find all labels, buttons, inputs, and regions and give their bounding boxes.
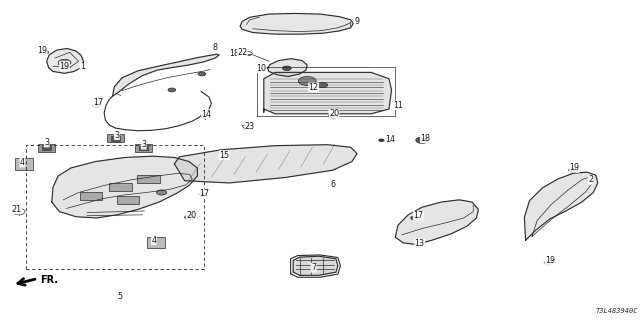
Bar: [38, 144, 55, 152]
Text: 5: 5: [117, 292, 122, 301]
Text: 18: 18: [229, 49, 239, 58]
Circle shape: [198, 193, 206, 196]
Polygon shape: [293, 256, 338, 275]
Text: 19: 19: [37, 45, 47, 55]
Circle shape: [317, 83, 328, 88]
Polygon shape: [113, 54, 219, 96]
Circle shape: [379, 139, 384, 141]
Circle shape: [157, 190, 167, 195]
Text: 17: 17: [413, 211, 424, 220]
Bar: [147, 237, 165, 248]
Text: 1: 1: [80, 62, 85, 71]
Text: 14: 14: [202, 110, 211, 119]
Bar: [136, 144, 152, 152]
Bar: [42, 146, 51, 150]
Text: 2: 2: [588, 175, 593, 184]
Text: 17: 17: [93, 98, 103, 107]
Text: 11: 11: [393, 101, 403, 110]
Bar: [138, 175, 160, 183]
Text: 20: 20: [329, 109, 339, 118]
Text: 3: 3: [115, 131, 120, 140]
Polygon shape: [268, 59, 307, 76]
Text: 3: 3: [141, 140, 147, 149]
Text: 18: 18: [420, 134, 430, 143]
Circle shape: [198, 72, 205, 76]
Text: FR.: FR.: [40, 276, 58, 285]
Text: 13: 13: [415, 239, 424, 248]
Text: 4: 4: [152, 236, 156, 245]
Circle shape: [411, 216, 419, 220]
Polygon shape: [52, 156, 197, 218]
Bar: [109, 183, 132, 191]
Text: 22: 22: [237, 48, 247, 57]
Text: 19: 19: [60, 61, 70, 70]
Polygon shape: [264, 72, 392, 114]
Text: T3L483940C: T3L483940C: [596, 308, 638, 314]
Circle shape: [568, 168, 577, 172]
Text: 4: 4: [20, 158, 25, 167]
Circle shape: [184, 215, 195, 220]
Text: 20: 20: [186, 211, 196, 220]
Circle shape: [93, 103, 100, 107]
Circle shape: [298, 76, 316, 85]
Bar: [111, 136, 120, 140]
Bar: [80, 192, 102, 199]
Text: 23: 23: [244, 122, 255, 131]
Text: 6: 6: [330, 180, 335, 189]
Text: 14: 14: [385, 135, 396, 144]
Bar: [117, 196, 140, 204]
Circle shape: [40, 50, 49, 54]
Text: 21: 21: [12, 205, 22, 214]
Bar: [15, 158, 33, 170]
Bar: [108, 134, 124, 142]
Circle shape: [61, 65, 70, 70]
Text: 9: 9: [355, 17, 360, 26]
Polygon shape: [174, 145, 357, 183]
Text: 15: 15: [219, 151, 229, 160]
Polygon shape: [396, 200, 478, 244]
Polygon shape: [240, 13, 353, 34]
Polygon shape: [47, 49, 84, 73]
Bar: [140, 146, 148, 150]
Text: 19: 19: [545, 256, 555, 265]
Text: 10: 10: [256, 64, 266, 73]
Text: 8: 8: [212, 43, 218, 52]
Circle shape: [282, 66, 291, 70]
Circle shape: [58, 59, 71, 66]
Circle shape: [168, 88, 175, 92]
Text: 17: 17: [198, 189, 209, 198]
Polygon shape: [524, 172, 598, 240]
Circle shape: [328, 114, 337, 118]
Text: 12: 12: [308, 83, 319, 92]
Text: 19: 19: [569, 164, 579, 172]
Text: 3: 3: [44, 138, 49, 147]
Text: 7: 7: [311, 263, 316, 272]
Circle shape: [544, 260, 553, 265]
Circle shape: [416, 137, 429, 143]
